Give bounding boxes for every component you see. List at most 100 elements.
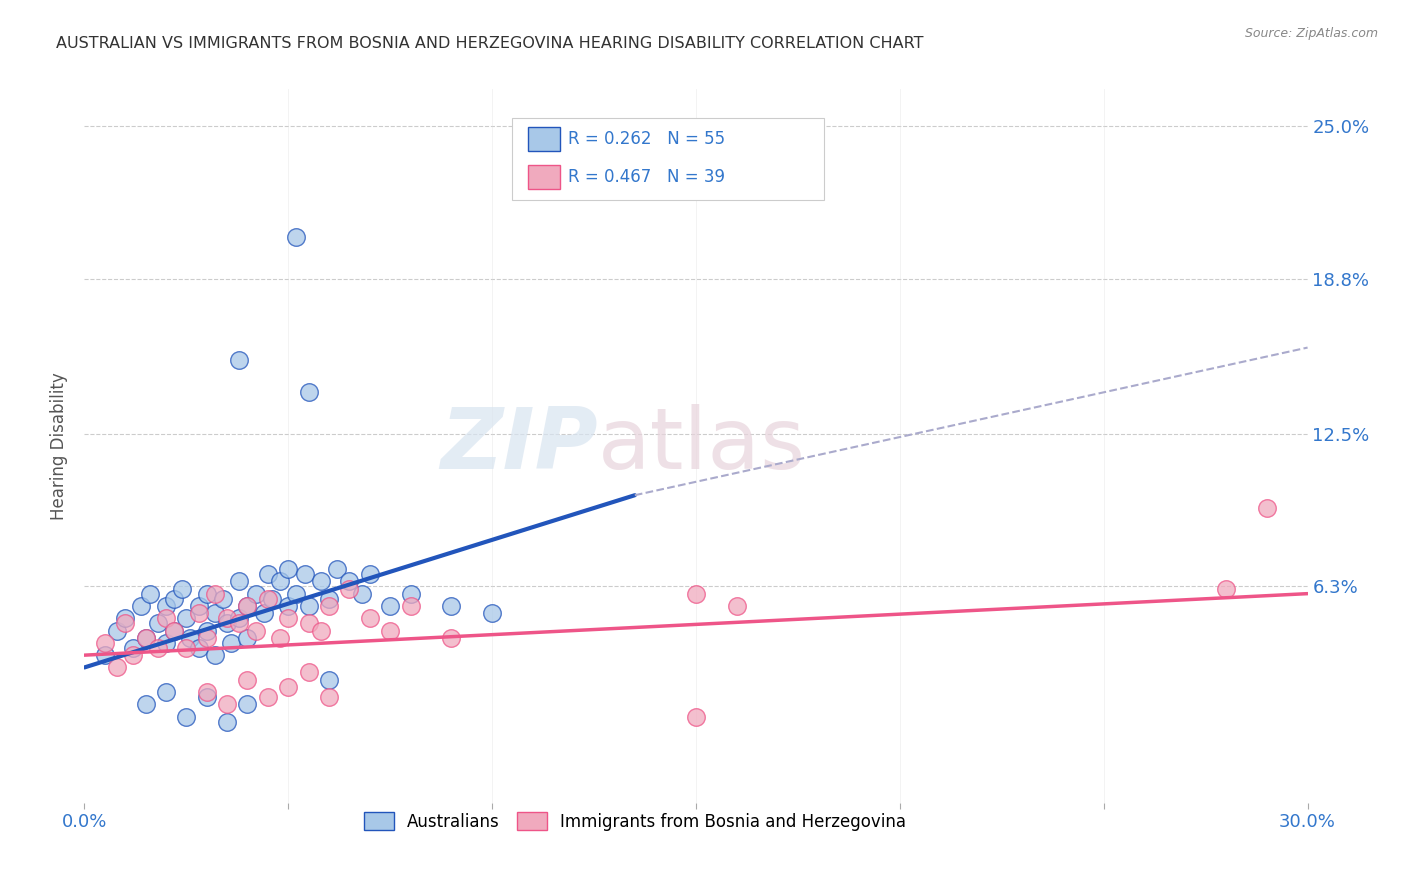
Point	[269, 574, 291, 589]
Point	[298, 384, 321, 399]
Point	[163, 591, 186, 606]
Point	[260, 591, 283, 606]
Point	[294, 566, 316, 581]
Point	[257, 566, 280, 581]
Point	[269, 631, 291, 645]
Point	[440, 631, 463, 645]
Text: R = 0.467   N = 39: R = 0.467 N = 39	[568, 168, 724, 186]
Point	[298, 599, 321, 613]
Point	[236, 631, 259, 645]
Point	[318, 690, 340, 704]
Point	[174, 640, 197, 655]
Point	[285, 230, 308, 244]
FancyBboxPatch shape	[529, 165, 560, 189]
Point	[146, 616, 169, 631]
Point	[1215, 582, 1237, 596]
Text: Source: ZipAtlas.com: Source: ZipAtlas.com	[1244, 27, 1378, 40]
Point	[277, 680, 299, 694]
Point	[195, 690, 218, 704]
Point	[155, 636, 177, 650]
Point	[685, 709, 707, 723]
Point	[155, 685, 177, 699]
Point	[380, 624, 402, 638]
Legend: Australians, Immigrants from Bosnia and Herzegovina: Australians, Immigrants from Bosnia and …	[357, 805, 912, 838]
Point	[195, 631, 218, 645]
Y-axis label: Hearing Disability: Hearing Disability	[51, 372, 69, 520]
Point	[245, 587, 267, 601]
Point	[277, 599, 299, 613]
Point	[187, 640, 209, 655]
Point	[135, 698, 157, 712]
Text: atlas: atlas	[598, 404, 806, 488]
Point	[131, 599, 153, 613]
Point	[309, 624, 332, 638]
Point	[339, 582, 361, 596]
Text: ZIP: ZIP	[440, 404, 598, 488]
Point	[187, 599, 209, 613]
Point	[440, 599, 463, 613]
Point	[204, 607, 226, 621]
Point	[298, 616, 321, 631]
Point	[1256, 500, 1278, 515]
Point	[195, 685, 218, 699]
Point	[228, 574, 250, 589]
Point	[236, 698, 259, 712]
Point	[105, 660, 128, 674]
Point	[228, 616, 250, 631]
Point	[114, 616, 136, 631]
Point	[326, 562, 349, 576]
Point	[105, 624, 128, 638]
Point	[163, 624, 186, 638]
Point	[155, 611, 177, 625]
Point	[236, 673, 259, 687]
Point	[138, 587, 160, 601]
Point	[350, 587, 373, 601]
Point	[135, 631, 157, 645]
Point	[217, 616, 239, 631]
Point	[277, 562, 299, 576]
Point	[277, 611, 299, 625]
FancyBboxPatch shape	[529, 127, 560, 152]
Point	[285, 587, 308, 601]
Point	[359, 566, 381, 581]
Point	[257, 690, 280, 704]
Point	[245, 624, 267, 638]
Point	[174, 611, 197, 625]
Point	[318, 599, 340, 613]
Point	[135, 631, 157, 645]
Point	[172, 582, 194, 596]
Point	[212, 591, 235, 606]
Point	[685, 587, 707, 601]
Point	[217, 714, 239, 729]
Point	[204, 587, 226, 601]
Point	[187, 607, 209, 621]
Point	[195, 624, 218, 638]
Point	[174, 709, 197, 723]
Point	[339, 574, 361, 589]
FancyBboxPatch shape	[513, 118, 824, 200]
Point	[155, 599, 177, 613]
Point	[253, 607, 276, 621]
Text: R = 0.262   N = 55: R = 0.262 N = 55	[568, 130, 724, 148]
Point	[179, 631, 201, 645]
Point	[257, 591, 280, 606]
Point	[217, 611, 239, 625]
Point	[318, 591, 340, 606]
Point	[93, 648, 115, 662]
Point	[380, 599, 402, 613]
Point	[236, 599, 259, 613]
Point	[93, 636, 115, 650]
Point	[122, 648, 145, 662]
Point	[195, 587, 218, 601]
Point	[122, 640, 145, 655]
Point	[481, 607, 503, 621]
Point	[146, 640, 169, 655]
Point	[228, 611, 250, 625]
Text: AUSTRALIAN VS IMMIGRANTS FROM BOSNIA AND HERZEGOVINA HEARING DISABILITY CORRELAT: AUSTRALIAN VS IMMIGRANTS FROM BOSNIA AND…	[56, 36, 924, 51]
Point	[228, 352, 250, 367]
Point	[298, 665, 321, 680]
Point	[204, 648, 226, 662]
Point	[359, 611, 381, 625]
Point	[309, 574, 332, 589]
Point	[217, 698, 239, 712]
